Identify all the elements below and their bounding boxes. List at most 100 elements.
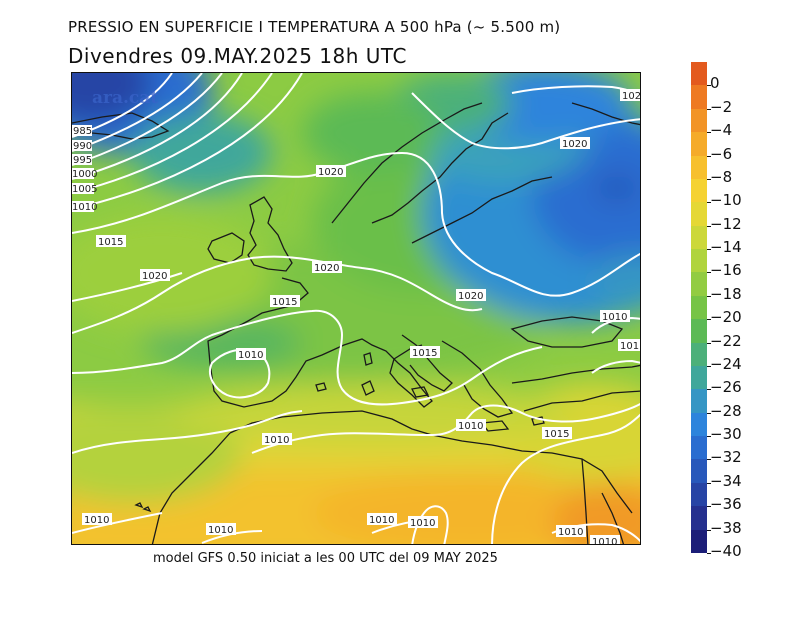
svg-text:1015: 1015 — [544, 429, 569, 440]
colorbar-tick-label: −6 — [710, 144, 733, 163]
colorbar-tick-label: −10 — [710, 191, 742, 210]
isobar-label-italy: 1015 — [410, 346, 440, 359]
colorbar-tick-label: −32 — [710, 448, 742, 467]
isobar-label-nw-990: 990 — [72, 140, 92, 152]
isobar-label-iberia: 1010 — [236, 348, 266, 361]
isobar-label-nw-1010: 1010 — [72, 201, 97, 213]
map-canvas: ara.cat 102 1020 1020 1020 1020 1015 102… — [72, 73, 641, 544]
colorbar-tick — [707, 459, 711, 461]
temperature-colorbar — [691, 62, 707, 553]
coastlines — [72, 102, 640, 544]
isobar-label-east-med: 1015 — [542, 427, 572, 440]
colorbar-tick — [707, 272, 711, 274]
colorbar-segment — [691, 85, 707, 109]
colorbar-segment — [691, 202, 707, 226]
colorbar-segment — [691, 389, 707, 413]
colorbar-tick — [707, 155, 711, 157]
svg-text:1010: 1010 — [458, 421, 483, 432]
colorbar-tick-label: −20 — [710, 308, 742, 327]
isobar-labels: 102 1020 1020 1020 1020 1015 1020 1015 1… — [72, 89, 641, 544]
isobar-label-egypt-b: 1010 — [590, 535, 620, 544]
colorbar-tick — [707, 202, 711, 204]
colorbar-segment — [691, 272, 707, 296]
colorbar-tick — [707, 342, 711, 344]
isobar-label-turkey-b: 101 — [618, 339, 640, 352]
svg-text:1020: 1020 — [458, 291, 483, 302]
isobar-label-nw-995: 995 — [72, 154, 92, 166]
isobar-label-atlantic-1015: 1015 — [96, 235, 126, 248]
isobar-label-biscay: 1015 — [270, 295, 300, 308]
colorbar-tick — [707, 225, 711, 227]
svg-text:1015: 1015 — [272, 297, 297, 308]
colorbar-tick-label: −26 — [710, 378, 742, 397]
colorbar-tick — [707, 132, 711, 134]
svg-text:985: 985 — [73, 126, 92, 137]
isobar-label-north-sea: 1020 — [316, 165, 346, 178]
colorbar-segment — [691, 319, 707, 343]
svg-text:1020: 1020 — [318, 167, 343, 178]
colorbar-segment — [691, 459, 707, 483]
colorbar-tick-label: −12 — [710, 214, 742, 233]
svg-text:1000: 1000 — [72, 169, 97, 180]
svg-text:1015: 1015 — [412, 348, 437, 359]
svg-text:1010: 1010 — [410, 518, 435, 529]
svg-text:101: 101 — [620, 341, 639, 352]
isobar-label-gibraltar: 1010 — [262, 433, 292, 446]
isobars — [72, 73, 640, 544]
colorbar-tick — [707, 85, 711, 87]
watermark-logo: ara.cat — [92, 88, 158, 108]
svg-text:1010: 1010 — [264, 435, 289, 446]
svg-text:1010: 1010 — [72, 202, 97, 213]
isobar-label-aegean: 1010 — [456, 419, 486, 432]
colorbar-tick — [707, 506, 711, 508]
colorbar-segment — [691, 155, 707, 179]
colorbar-segment — [691, 249, 707, 273]
colorbar-segment — [691, 365, 707, 390]
svg-text:102: 102 — [622, 91, 641, 102]
svg-text:1015: 1015 — [98, 237, 123, 248]
colorbar-tick-label: −34 — [710, 471, 742, 490]
colorbar-segment — [691, 506, 707, 530]
isobar-label-egypt: 1010 — [556, 525, 586, 538]
isobar-label-sahara-b: 1010 — [367, 513, 397, 526]
colorbar-segment — [691, 62, 707, 86]
colorbar-tick-label: −8 — [710, 167, 733, 186]
colorbar-segment — [691, 132, 707, 156]
temperature-shading — [72, 73, 640, 544]
isobar-label-sahara-a: 1010 — [206, 523, 236, 536]
weather-map: ara.cat 102 1020 1020 1020 1020 1015 102… — [71, 72, 641, 545]
colorbar-tick-label: −36 — [710, 495, 742, 514]
colorbar-tick — [707, 295, 711, 297]
colorbar-tick-label: −22 — [710, 331, 742, 350]
colorbar-tick — [707, 553, 711, 554]
svg-text:1010: 1010 — [558, 527, 583, 538]
colorbar-segment — [691, 108, 707, 133]
isobar-label-uk: 1020 — [312, 261, 342, 274]
colorbar-tick — [707, 482, 711, 484]
colorbar-tick — [707, 249, 711, 251]
svg-text:1020: 1020 — [142, 271, 167, 282]
isobar-label-sahara-c: 1010 — [408, 516, 438, 529]
chart-title: PRESSIO EN SUPERFICIE I TEMPERATURA A 50… — [68, 18, 561, 36]
chart-date: Divendres 09.MAY.2025 18h UTC — [68, 44, 407, 68]
svg-text:995: 995 — [73, 155, 92, 166]
isobar-label-turkey-a: 1010 — [600, 310, 630, 323]
colorbar-segment — [691, 529, 707, 553]
svg-text:1005: 1005 — [72, 184, 97, 195]
colorbar-segment — [691, 412, 707, 436]
colorbar-segment — [691, 225, 707, 249]
colorbar-tick — [707, 108, 711, 110]
isobar-label-poland: 1020 — [456, 289, 486, 302]
colorbar-tick-label: −4 — [710, 121, 733, 140]
colorbar-tick — [707, 365, 711, 367]
colorbar-tick-label: −38 — [710, 518, 742, 537]
colorbar-tick-label: −28 — [710, 401, 742, 420]
svg-text:1010: 1010 — [602, 312, 627, 323]
colorbar-segment — [691, 342, 707, 366]
colorbar-tick-label: 0 — [710, 74, 720, 93]
model-info: model GFS 0.50 iniciat a les 00 UTC del … — [153, 551, 498, 566]
isobar-label-nw-985: 985 — [72, 125, 92, 137]
colorbar-tick-label: −24 — [710, 354, 742, 373]
svg-text:990: 990 — [73, 141, 92, 152]
isobar-label-canary: 1010 — [82, 513, 112, 526]
